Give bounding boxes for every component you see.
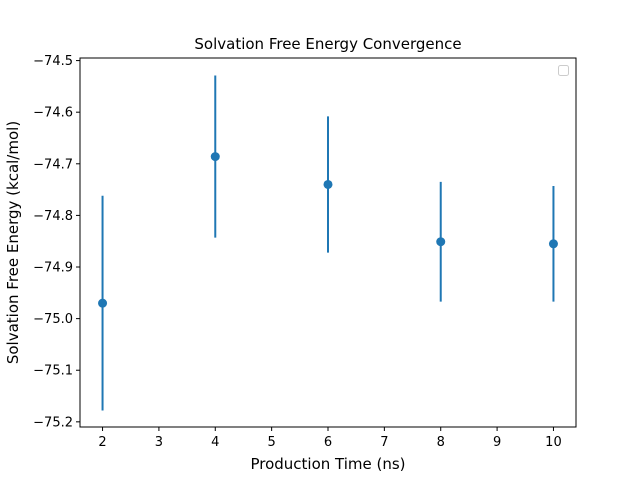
y-tick-label: −75.0 — [33, 312, 73, 327]
y-tick-label: −74.7 — [33, 157, 73, 172]
y-tick-label: −74.9 — [33, 261, 73, 276]
data-point — [436, 237, 446, 247]
chart-title: Solvation Free Energy Convergence — [194, 35, 461, 53]
x-tick-label: 3 — [155, 435, 163, 450]
y-tick-label: −74.8 — [33, 209, 73, 224]
y-tick-label: −74.5 — [33, 54, 73, 69]
data-point — [210, 152, 220, 162]
x-axis: 2 3 4 5 6 7 8 9 10 — [98, 427, 562, 450]
y-axis: −75.2 −75.1 −75.0 −74.9 −74.8 −74.7 −74.6 −74.5 — [33, 54, 80, 430]
data-point — [548, 239, 558, 249]
data-point — [98, 298, 108, 308]
y-tick-label: −75.1 — [33, 364, 73, 379]
x-tick-label: 8 — [437, 435, 445, 450]
x-axis-title: Production Time (ns) — [250, 455, 405, 473]
x-tick-label: 7 — [380, 435, 388, 450]
y-axis-title: Solvation Free Energy (kcal/mol) — [4, 121, 22, 364]
legend-box — [558, 65, 569, 76]
x-tick-label: 5 — [267, 435, 275, 450]
x-tick-label: 6 — [324, 435, 332, 450]
data-marks — [98, 75, 558, 411]
y-tick-label: −74.6 — [33, 106, 73, 121]
x-tick-label: 9 — [493, 435, 501, 450]
data-point — [323, 179, 333, 189]
y-tick-label: −75.2 — [33, 415, 73, 430]
x-tick-label: 10 — [545, 435, 562, 450]
x-tick-label: 4 — [211, 435, 219, 450]
x-tick-label: 2 — [98, 435, 106, 450]
